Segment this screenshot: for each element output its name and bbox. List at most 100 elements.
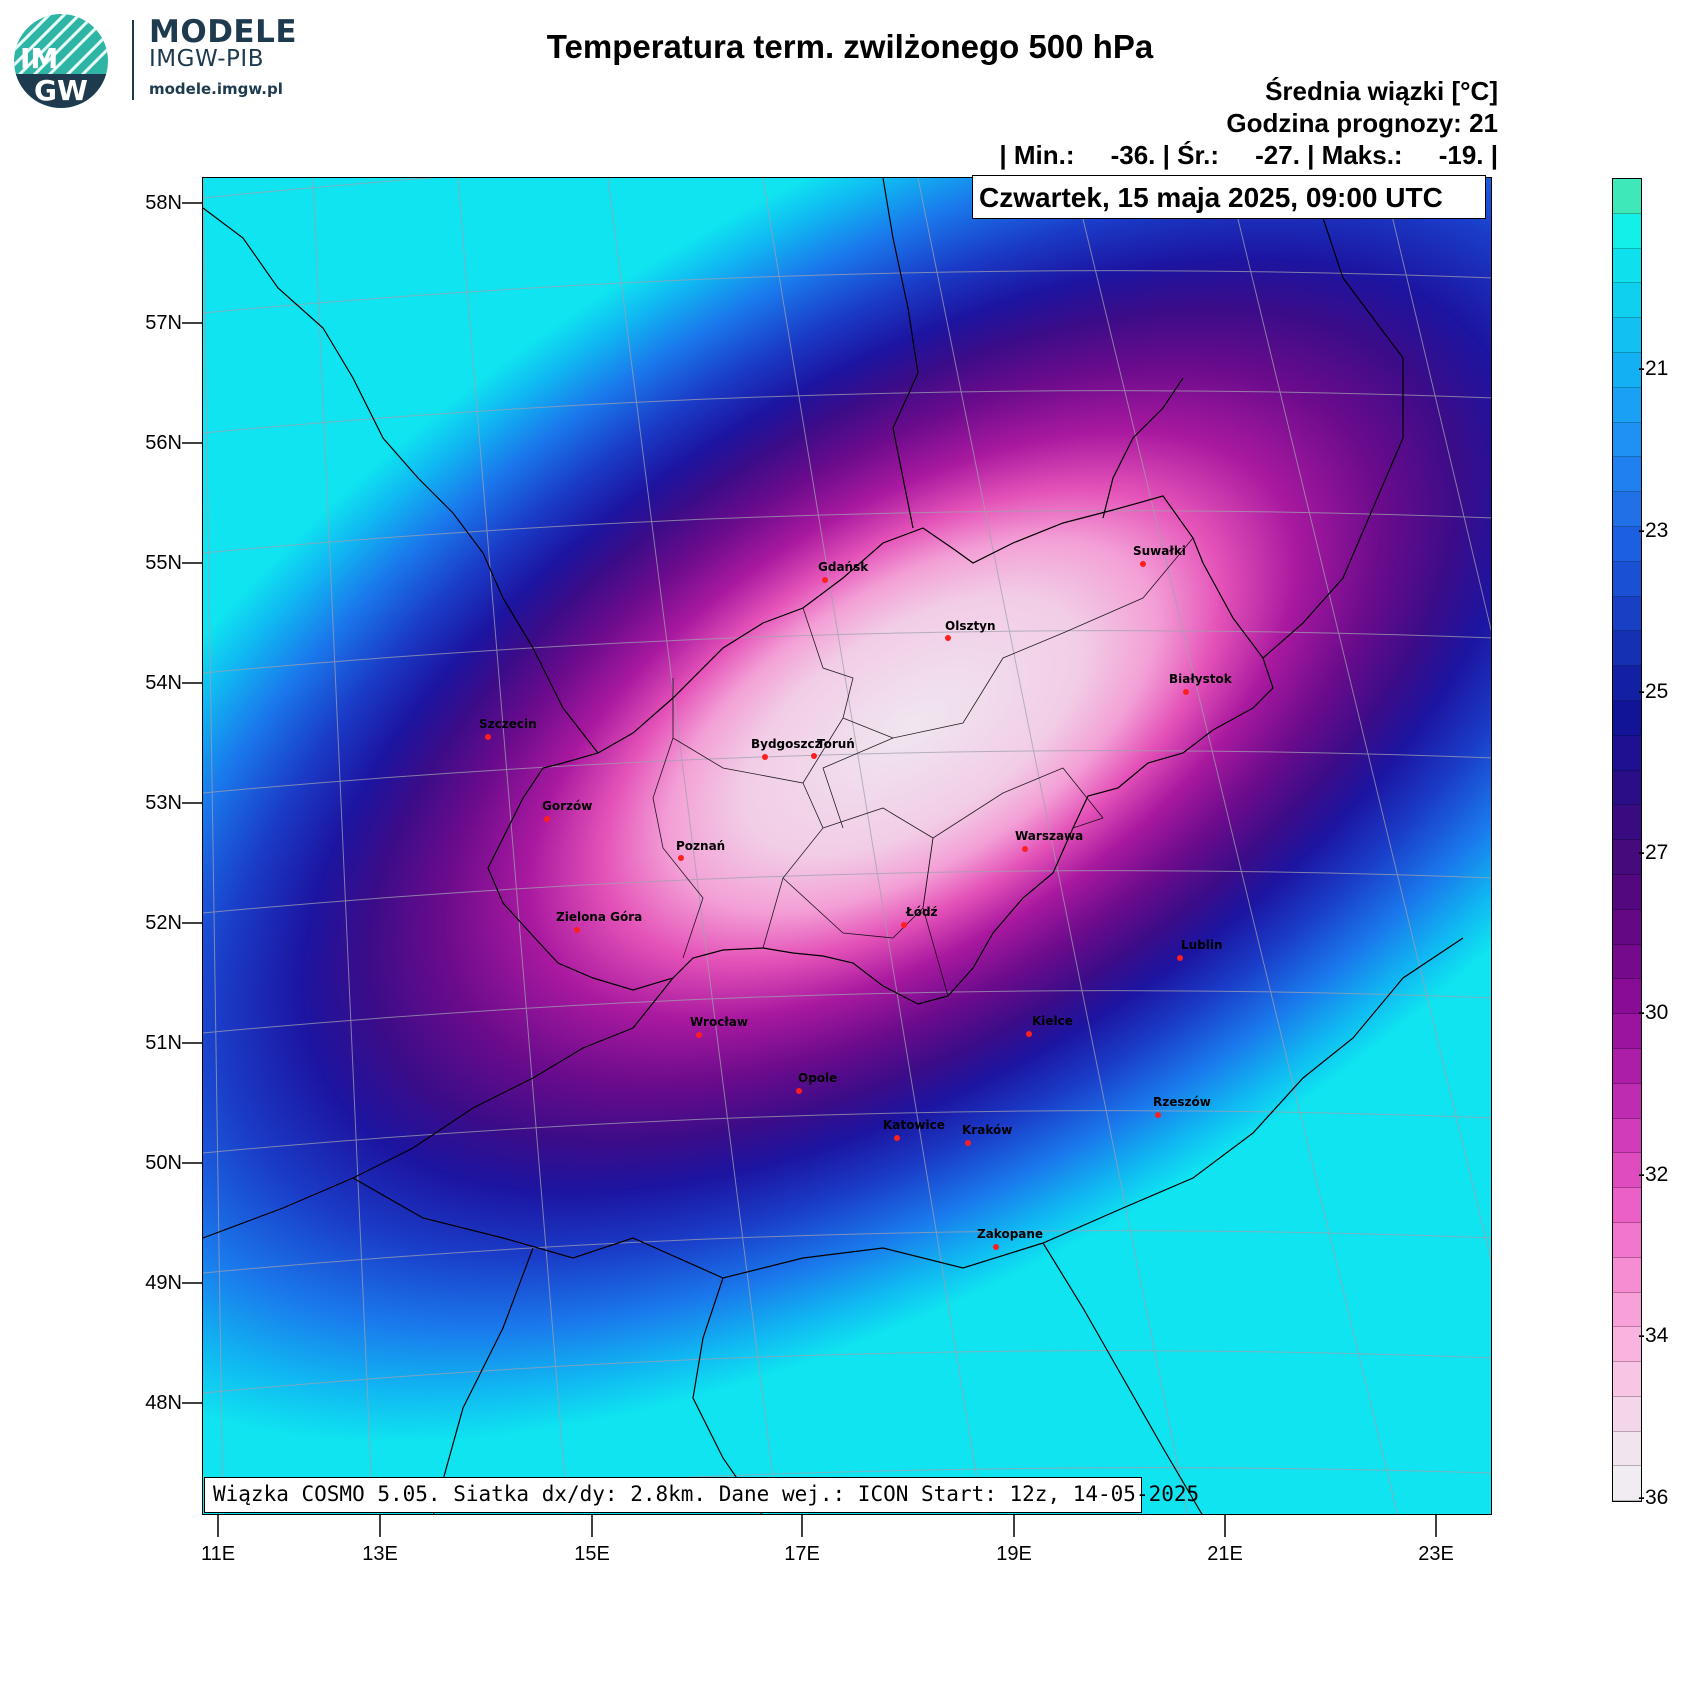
colorbar-label: -30 [1638,1001,1669,1024]
colorbar-segment [1613,318,1641,353]
city-marker [544,816,550,822]
colorbar-segment [1613,1014,1641,1049]
colorbar-segment [1613,979,1641,1015]
colorbar-segment [1613,526,1641,562]
logo-badge-bottom: GW [34,74,88,107]
brand-url[interactable]: modele.imgw.pl [149,80,283,98]
borders [203,178,1464,1514]
city-label: Gdańsk [818,560,869,574]
city-label: Poznań [676,839,725,853]
city-marker [762,754,768,760]
city-marker [796,1088,802,1094]
city-label: Białystok [1169,672,1233,686]
temperature-field [203,178,1491,1514]
city-marker [1022,846,1028,852]
city-label: Bydgoszcz [751,737,822,751]
city-label: Zielona Góra [556,910,642,924]
imgw-logo: IM GW [14,14,108,108]
colorbar-segment [1613,1396,1641,1432]
city-label: Szczecin [479,717,537,731]
colorbar-segment [1613,1466,1641,1502]
lon-label: 15E [574,1543,610,1565]
colorbar-segment [1613,387,1641,423]
colorbar-segment [1613,352,1641,388]
lat-label: 53N [145,792,182,814]
colorbar-segment [1613,735,1641,771]
colorbar-segment [1613,492,1641,527]
forecast-map[interactable]: Gdańsk Suwałki Olsztyn Białystok Szczecin Byd… [202,177,1492,1515]
colorbar-segment [1613,596,1641,632]
brand-title: MODELE [149,14,298,50]
city-label: Zakopane [977,1227,1043,1241]
colorbar-segment [1613,944,1641,980]
colorbar-segment [1613,840,1641,875]
colorbar-segment [1613,283,1641,319]
colorbar-segment [1613,457,1641,493]
voivodeship-borders [652,537,1194,997]
colorbar-segment [1613,1327,1641,1363]
colorbar-segment [1613,1257,1641,1293]
lat-label: 57N [145,312,182,334]
city-markers: Gdańsk Suwałki Olsztyn Białystok Szczecin Byd… [479,544,1233,1250]
city-marker [1155,1112,1161,1118]
city-label: Kielce [1032,1014,1073,1028]
colorbar-segment [1613,179,1641,214]
colorbar-segment [1613,666,1641,701]
colorbar [1612,178,1642,1502]
colorbar-segment [1613,1153,1641,1189]
lon-label: 19E [996,1543,1032,1565]
colorbar-segment [1613,909,1641,945]
lat-label: 50N [145,1152,182,1174]
forecast-hour: Godzina prognozy: 21 [1226,108,1498,138]
colorbar-segment [1613,1118,1641,1154]
colorbar-segment [1613,631,1641,667]
city-marker [696,1032,702,1038]
colorbar-segment [1613,422,1641,458]
colorbar-label: -32 [1638,1163,1669,1186]
city-label: Warszawa [1015,829,1083,843]
colorbar-label: -34 [1638,1324,1669,1347]
city-marker [945,635,951,641]
city-label: Opole [798,1071,837,1085]
valid-date-box: Czwartek, 15 maja 2025, 09:00 UTC [972,175,1486,219]
city-marker [993,1244,999,1250]
map-svg: Gdańsk Suwałki Olsztyn Białystok Szczecin Byd… [203,178,1491,1514]
city-label: Gorzów [542,799,592,813]
lat-label: 48N [145,1392,182,1414]
city-label: Olsztyn [945,619,996,633]
colorbar-segment [1613,805,1641,841]
colorbar-segment [1613,1222,1641,1258]
colorbar-segment [1613,213,1641,249]
city-label: Katowice [883,1118,945,1132]
lat-label: 52N [145,912,182,934]
city-marker [811,753,817,759]
colorbar-segment [1613,1188,1641,1223]
city-marker [678,855,684,861]
city-marker [574,927,580,933]
lon-label: 11E [200,1543,236,1565]
city-label: Rzeszów [1153,1095,1211,1109]
colorbar-label: -36 [1638,1486,1669,1509]
colorbar-segment [1613,1083,1641,1119]
city-marker [1183,689,1189,695]
colorbar-segment [1613,561,1641,597]
lon-label: 21E [1207,1543,1243,1565]
stats-line: | Min.: -36. | Śr.: -27. | Maks.: -19. | [999,140,1498,170]
city-label: Lublin [1181,938,1223,952]
lat-label: 51N [145,1032,182,1054]
colorbar-segment [1613,770,1641,806]
lat-label: 56N [145,432,182,454]
model-info-box: Wiązka COSMO 5.05. Siatka dx/dy: 2.8km. … [204,1477,1199,1513]
lon-label: 13E [362,1543,398,1565]
city-label: Toruń [817,737,855,751]
city-marker [485,734,491,740]
colorbar-label: -27 [1638,841,1669,864]
colorbar-label: -25 [1638,680,1669,703]
lon-label: 17E [784,1543,820,1565]
city-label: Suwałki [1133,544,1186,558]
colorbar-segment [1613,248,1641,284]
city-marker [1140,561,1146,567]
city-marker [901,922,907,928]
city-label: Wrocław [690,1015,748,1029]
lat-label: 54N [145,672,182,694]
